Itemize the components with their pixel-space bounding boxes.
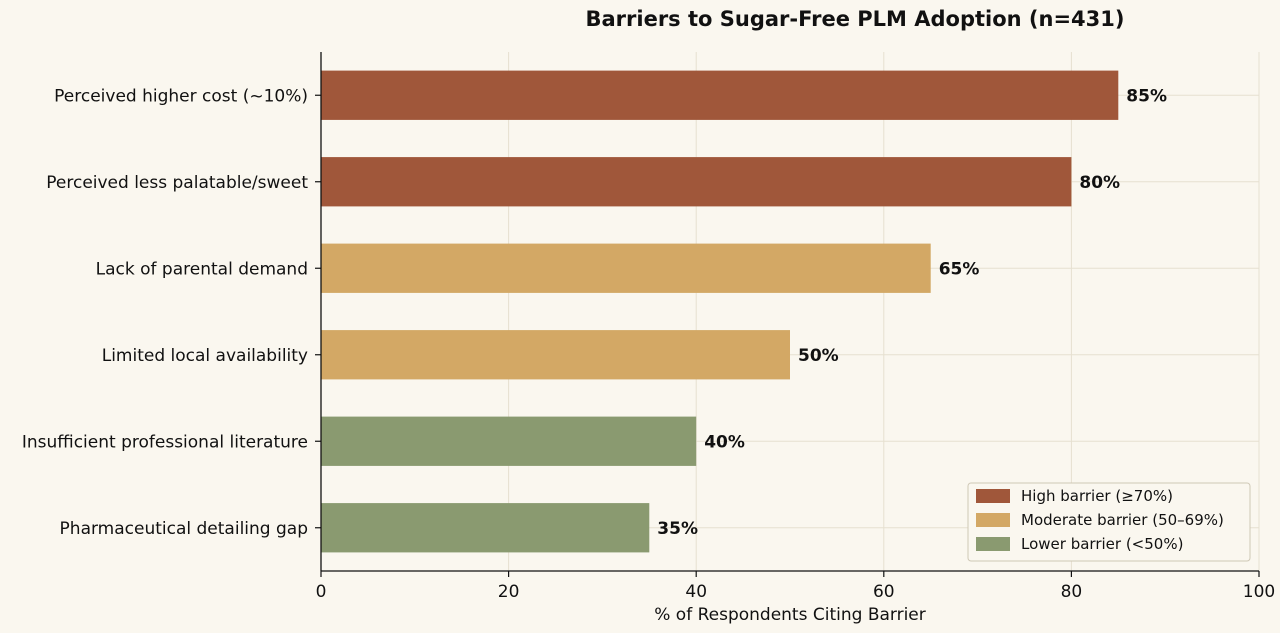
value-label: 65% [939,259,980,279]
legend-label-moderate: Moderate barrier (50–69%) [1021,511,1224,529]
legend-swatch-high [976,489,1010,503]
x-tick-label: 20 [498,582,520,602]
category-label: Insufficient professional literature [22,432,308,452]
category-label: Limited local availability [102,346,308,366]
category-label: Perceived less palatable/sweet [46,173,308,193]
legend-label-high: High barrier (≥70%) [1021,487,1173,505]
bars [321,70,1119,553]
x-tick-label: 100 [1243,582,1275,602]
legend-swatch-lower [976,537,1010,551]
category-label: Lack of parental demand [96,259,308,279]
bar-lower [321,416,697,466]
bar-high [321,70,1119,120]
value-label: 35% [657,519,698,539]
chart-title: Barriers to Sugar-Free PLM Adoption (n=4… [585,7,1124,31]
legend-box [967,482,1251,562]
legend-swatch-moderate [976,513,1010,527]
legend: High barrier (≥70%) Moderate barrier (50–… [967,482,1251,562]
bar-moderate [321,243,931,293]
x-tick-label: 40 [685,582,707,602]
x-tick-label: 60 [873,582,895,602]
x-axis-label: % of Respondents Citing Barrier [654,605,926,625]
legend-label-lower: Lower barrier (<50%) [1021,535,1183,553]
category-labels: Perceived higher cost (~10%) Perceived le… [22,86,321,539]
x-ticks: 0 20 40 60 80 100 [316,571,1275,602]
x-tick-label: 80 [1061,582,1083,602]
value-labels: 85% 80% 65% 50% 40% 35% [657,86,1167,539]
bar-lower [321,503,650,553]
bar-moderate [321,330,790,380]
axes [320,52,1259,572]
category-label: Perceived higher cost (~10%) [54,86,308,106]
category-label: Pharmaceutical detailing gap [60,519,308,539]
value-label: 80% [1079,173,1120,193]
bar-high [321,157,1072,207]
value-label: 40% [704,432,745,452]
x-tick-label: 0 [316,582,327,602]
value-label: 50% [798,346,839,366]
value-label: 85% [1126,86,1167,106]
